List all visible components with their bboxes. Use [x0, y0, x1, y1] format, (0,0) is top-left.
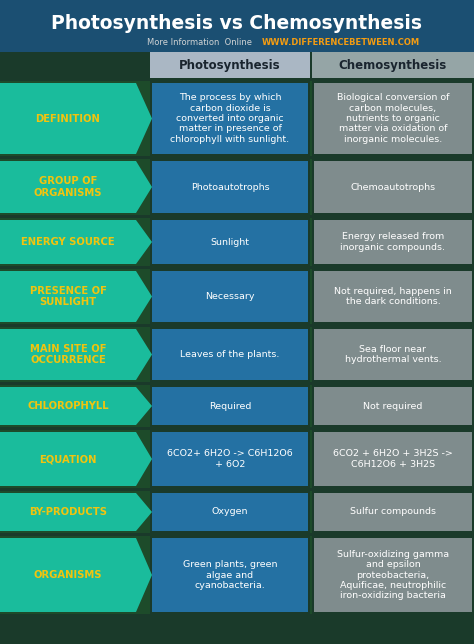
Polygon shape: [0, 329, 152, 380]
Text: Sunlight: Sunlight: [210, 238, 249, 247]
Text: Chemosynthesis: Chemosynthesis: [339, 59, 447, 71]
FancyBboxPatch shape: [314, 83, 472, 154]
Text: Photoautotrophs: Photoautotrophs: [191, 182, 269, 191]
FancyBboxPatch shape: [150, 52, 310, 78]
Polygon shape: [0, 271, 152, 322]
FancyBboxPatch shape: [152, 83, 308, 154]
FancyBboxPatch shape: [152, 329, 308, 380]
Polygon shape: [0, 83, 152, 154]
Text: Energy released from
inorganic compounds.: Energy released from inorganic compounds…: [340, 232, 446, 252]
Text: 6CO2 + 6H2O + 3H2S ->
C6H12O6 + 3H2S: 6CO2 + 6H2O + 3H2S -> C6H12O6 + 3H2S: [333, 450, 453, 469]
Text: ENERGY SOURCE: ENERGY SOURCE: [21, 237, 115, 247]
Text: EQUATION: EQUATION: [39, 454, 97, 464]
Text: Leaves of the plants.: Leaves of the plants.: [180, 350, 280, 359]
Text: Not required, happens in
the dark conditions.: Not required, happens in the dark condit…: [334, 287, 452, 306]
Text: More Information  Online: More Information Online: [146, 38, 252, 47]
FancyBboxPatch shape: [314, 220, 472, 264]
FancyBboxPatch shape: [314, 329, 472, 380]
Text: Sulfur-oxidizing gamma
and epsilon
proteobacteria,
Aquificae, neutrophilic
iron-: Sulfur-oxidizing gamma and epsilon prote…: [337, 550, 449, 600]
FancyBboxPatch shape: [314, 387, 472, 425]
Text: Not required: Not required: [363, 401, 423, 410]
FancyBboxPatch shape: [0, 327, 150, 382]
Text: WWW.DIFFERENCEBETWEEN.COM: WWW.DIFFERENCEBETWEEN.COM: [262, 38, 420, 47]
FancyBboxPatch shape: [310, 385, 312, 427]
Text: Sea floor near
hydrothermal vents.: Sea floor near hydrothermal vents.: [345, 345, 441, 365]
FancyBboxPatch shape: [152, 387, 308, 425]
Text: Chemoautotrophs: Chemoautotrophs: [350, 182, 436, 191]
Polygon shape: [0, 220, 152, 264]
FancyBboxPatch shape: [0, 81, 150, 156]
FancyBboxPatch shape: [0, 269, 150, 324]
FancyBboxPatch shape: [152, 220, 308, 264]
FancyBboxPatch shape: [310, 536, 312, 614]
Text: 6CO2+ 6H2O -> C6H12O6
+ 6O2: 6CO2+ 6H2O -> C6H12O6 + 6O2: [167, 450, 293, 469]
FancyBboxPatch shape: [0, 430, 150, 488]
FancyBboxPatch shape: [314, 271, 472, 322]
Text: BY-PRODUCTS: BY-PRODUCTS: [29, 507, 107, 517]
Text: The process by which
carbon dioxide is
converted into organic
matter in presence: The process by which carbon dioxide is c…: [171, 93, 290, 144]
FancyBboxPatch shape: [314, 161, 472, 213]
Text: Biological conversion of
carbon molecules,
nutrients to organic
matter via oxida: Biological conversion of carbon molecule…: [337, 93, 449, 144]
FancyBboxPatch shape: [0, 385, 150, 427]
Text: Required: Required: [209, 401, 251, 410]
FancyBboxPatch shape: [312, 52, 474, 78]
FancyBboxPatch shape: [314, 493, 472, 531]
FancyBboxPatch shape: [152, 493, 308, 531]
FancyBboxPatch shape: [0, 491, 150, 533]
FancyBboxPatch shape: [310, 159, 312, 215]
FancyBboxPatch shape: [152, 432, 308, 486]
Text: Sulfur compounds: Sulfur compounds: [350, 507, 436, 516]
FancyBboxPatch shape: [152, 271, 308, 322]
FancyBboxPatch shape: [310, 218, 312, 266]
Polygon shape: [0, 432, 152, 486]
Text: PRESENCE OF
SUNLIGHT: PRESENCE OF SUNLIGHT: [29, 286, 107, 307]
Text: Photosynthesis vs Chemosynthesis: Photosynthesis vs Chemosynthesis: [52, 14, 422, 33]
Polygon shape: [0, 161, 152, 213]
Text: MAIN SITE OF
OCCURRENCE: MAIN SITE OF OCCURRENCE: [30, 344, 106, 365]
Text: Green plants, green
algae and
cyanobacteria.: Green plants, green algae and cyanobacte…: [183, 560, 277, 590]
FancyBboxPatch shape: [310, 491, 312, 533]
FancyBboxPatch shape: [0, 159, 150, 215]
FancyBboxPatch shape: [310, 269, 312, 324]
FancyBboxPatch shape: [314, 538, 472, 612]
Polygon shape: [0, 493, 152, 531]
FancyBboxPatch shape: [314, 432, 472, 486]
FancyBboxPatch shape: [152, 161, 308, 213]
Polygon shape: [0, 387, 152, 425]
FancyBboxPatch shape: [0, 0, 474, 52]
Text: CHLOROPHYLL: CHLOROPHYLL: [27, 401, 109, 411]
FancyBboxPatch shape: [0, 0, 474, 644]
FancyBboxPatch shape: [310, 81, 312, 156]
Text: GROUP OF
ORGANISMS: GROUP OF ORGANISMS: [34, 176, 102, 198]
FancyBboxPatch shape: [0, 218, 150, 266]
Text: Oxygen: Oxygen: [212, 507, 248, 516]
Text: Photosynthesis: Photosynthesis: [179, 59, 281, 71]
FancyBboxPatch shape: [152, 538, 308, 612]
FancyBboxPatch shape: [0, 536, 150, 614]
FancyBboxPatch shape: [310, 327, 312, 382]
Text: DEFINITION: DEFINITION: [36, 113, 100, 124]
Polygon shape: [0, 538, 152, 612]
FancyBboxPatch shape: [310, 430, 312, 488]
Text: ORGANISMS: ORGANISMS: [34, 570, 102, 580]
Text: Necessary: Necessary: [205, 292, 255, 301]
